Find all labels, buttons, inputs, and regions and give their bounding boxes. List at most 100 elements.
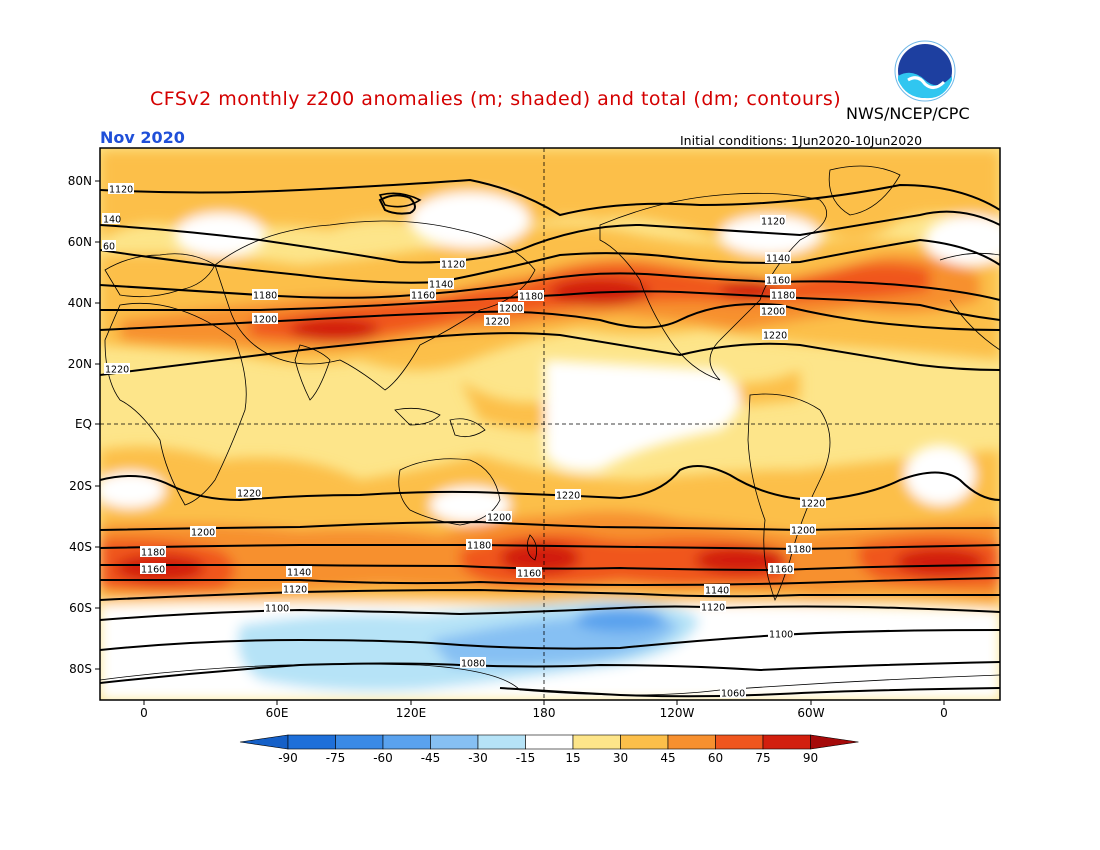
colorbar-swatch [762,734,811,750]
contour-label: 1200 [790,524,816,537]
svg-text:1220: 1220 [485,317,509,328]
lon-label: 120W [660,706,695,720]
svg-text:1120: 1120 [701,603,725,614]
colorbar-swatch [715,734,764,750]
lon-label: 0 [940,706,948,720]
lon-label: 120E [396,706,427,720]
colorbar-tick-label: 15 [565,751,580,765]
lat-label: 20S [69,479,92,493]
contour-label: 1120 [760,215,786,228]
svg-text:1220: 1220 [763,331,787,342]
svg-text:1160: 1160 [141,565,165,576]
colorbar-swatch [477,734,526,750]
contour-label: 1100 [264,602,290,615]
colorbar-swatch [667,734,716,750]
colorbar-tick-label: 60 [708,751,723,765]
svg-text:1200: 1200 [499,304,523,315]
svg-text:1140: 1140 [429,280,453,291]
contour-label: 1080 [460,657,486,670]
svg-text:1200: 1200 [761,307,785,318]
contour-label: 1120 [282,583,308,596]
contour-label: 1180 [252,289,278,302]
contour-label: 1160 [140,563,166,576]
svg-text:1200: 1200 [253,315,277,326]
chart-title: CFSv2 monthly z200 anomalies (m; shaded)… [150,88,842,110]
colorbar-tick-label: 90 [803,751,818,765]
longitude-axis: 0 60E 120E 180 120W 60W 0 [140,700,948,720]
svg-text:1120: 1120 [761,217,785,228]
svg-text:140: 140 [103,215,121,226]
contour-label: 1220 [484,315,510,328]
colorbar-tick-label: -30 [468,751,488,765]
contour-label: 1160 [516,567,542,580]
svg-text:60: 60 [103,242,115,253]
contour-label: 1100 [768,628,794,641]
lon-label: 60E [266,706,289,720]
svg-text:1200: 1200 [487,513,511,524]
svg-text:1140: 1140 [705,586,729,597]
lat-label: 80S [69,662,92,676]
svg-text:1140: 1140 [766,254,790,265]
lat-label: 60S [69,601,92,615]
contour-label: 1220 [762,329,788,342]
lon-label: 60W [797,706,824,720]
colorbar-over-triangle [810,734,859,750]
lat-label: 60N [68,235,92,249]
contour-label: 1200 [252,313,278,326]
svg-text:1160: 1160 [411,291,435,302]
lat-label: EQ [75,417,92,431]
svg-text:1200: 1200 [191,528,215,539]
colorbar-tick-label: 75 [755,751,770,765]
svg-text:1200: 1200 [791,526,815,537]
svg-text:1220: 1220 [105,365,129,376]
svg-text:1220: 1220 [556,491,580,502]
latitude-axis: 80N 60N 40N 20N EQ 20S 40S 60S 80S [68,174,100,676]
contour-label: 1120 [108,183,134,196]
noaa-logo-icon [894,40,956,102]
organization-label: NWS/NCEP/CPC [846,104,970,123]
svg-text:1140: 1140 [287,568,311,579]
contour-label: 1120 [440,258,466,271]
svg-text:1060: 1060 [721,689,745,700]
contour-label: 1160 [768,563,794,576]
contour-label: 1060 [720,687,746,700]
contour-label: 1140 [765,252,791,265]
svg-text:1100: 1100 [265,604,289,615]
svg-text:1080: 1080 [461,659,485,670]
colorbar-swatch [287,734,336,750]
contour-label: 1200 [486,511,512,524]
colorbar-tick-label: -45 [421,751,441,765]
svg-text:1180: 1180 [519,292,543,303]
colorbar-tick-label: 45 [660,751,675,765]
svg-text:1160: 1160 [766,276,790,287]
svg-text:1180: 1180 [771,291,795,302]
svg-text:1160: 1160 [517,569,541,580]
lat-label: 40N [68,296,92,310]
colorbar-tick-label: -75 [326,751,346,765]
contour-label: 1140 [286,566,312,579]
contour-label: 1220 [236,487,262,500]
contour-label: 1200 [760,305,786,318]
colorbar-tick-label: -15 [516,751,536,765]
svg-text:1220: 1220 [237,489,261,500]
colorbar-swatch [430,734,479,750]
contour-label: 1200 [190,526,216,539]
contour-label: 1220 [555,489,581,502]
svg-text:1220: 1220 [801,499,825,510]
lat-label: 80N [68,174,92,188]
lat-label: 20N [68,357,92,371]
colorbar-swatch [620,734,669,750]
contour-label: 1140 [428,278,454,291]
contour-label: 140 [102,213,121,226]
svg-text:1160: 1160 [769,565,793,576]
contour-label: 1180 [518,290,544,303]
lon-label: 180 [533,706,556,720]
svg-text:1180: 1180 [253,291,277,302]
colorbar-tick-label: -90 [278,751,298,765]
lon-label: 0 [140,706,148,720]
svg-text:1100: 1100 [769,630,793,641]
contour-label: 1160 [410,289,436,302]
colorbar-swatch [335,734,384,750]
contour-label: 1120 [700,601,726,614]
